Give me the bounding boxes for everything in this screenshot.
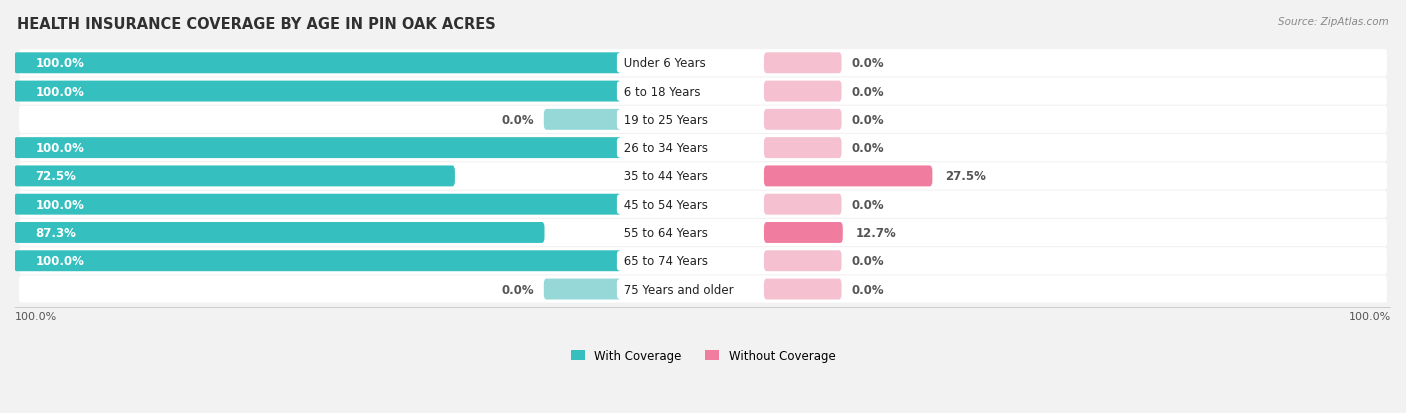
Text: 6 to 18 Years: 6 to 18 Years [620, 85, 704, 98]
Text: Source: ZipAtlas.com: Source: ZipAtlas.com [1278, 17, 1389, 26]
FancyBboxPatch shape [14, 194, 621, 215]
Text: 100.0%: 100.0% [35, 142, 84, 155]
Text: 12.7%: 12.7% [856, 226, 896, 240]
Text: 45 to 54 Years: 45 to 54 Years [620, 198, 711, 211]
FancyBboxPatch shape [20, 276, 1386, 303]
FancyBboxPatch shape [20, 78, 1386, 105]
Text: 27.5%: 27.5% [945, 170, 986, 183]
Text: 100.0%: 100.0% [35, 198, 84, 211]
Text: HEALTH INSURANCE COVERAGE BY AGE IN PIN OAK ACRES: HEALTH INSURANCE COVERAGE BY AGE IN PIN … [17, 17, 496, 31]
FancyBboxPatch shape [544, 109, 621, 131]
Text: 0.0%: 0.0% [852, 57, 884, 70]
Text: 19 to 25 Years: 19 to 25 Years [620, 114, 713, 126]
FancyBboxPatch shape [14, 138, 621, 159]
FancyBboxPatch shape [20, 107, 1386, 133]
Text: 0.0%: 0.0% [501, 114, 534, 126]
FancyBboxPatch shape [20, 50, 1386, 77]
FancyBboxPatch shape [763, 279, 842, 300]
Text: 87.3%: 87.3% [35, 226, 76, 240]
Text: 0.0%: 0.0% [852, 283, 884, 296]
Text: 55 to 64 Years: 55 to 64 Years [620, 226, 711, 240]
Text: 100.0%: 100.0% [35, 57, 84, 70]
FancyBboxPatch shape [14, 53, 621, 74]
Legend: With Coverage, Without Coverage: With Coverage, Without Coverage [565, 344, 841, 367]
Text: Under 6 Years: Under 6 Years [620, 57, 710, 70]
FancyBboxPatch shape [14, 166, 456, 187]
FancyBboxPatch shape [20, 135, 1386, 162]
Text: 0.0%: 0.0% [852, 198, 884, 211]
Text: 26 to 34 Years: 26 to 34 Years [620, 142, 713, 155]
FancyBboxPatch shape [20, 191, 1386, 218]
Text: 100.0%: 100.0% [35, 255, 84, 268]
Text: 35 to 44 Years: 35 to 44 Years [620, 170, 711, 183]
FancyBboxPatch shape [20, 247, 1386, 275]
Text: 72.5%: 72.5% [35, 170, 76, 183]
FancyBboxPatch shape [20, 219, 1386, 247]
Text: 100.0%: 100.0% [15, 311, 58, 321]
Text: 0.0%: 0.0% [852, 114, 884, 126]
FancyBboxPatch shape [14, 81, 621, 102]
Text: 65 to 74 Years: 65 to 74 Years [620, 255, 713, 268]
FancyBboxPatch shape [763, 81, 842, 102]
Text: 0.0%: 0.0% [852, 255, 884, 268]
FancyBboxPatch shape [544, 279, 621, 300]
FancyBboxPatch shape [20, 163, 1386, 190]
FancyBboxPatch shape [14, 223, 544, 243]
Text: 100.0%: 100.0% [1348, 311, 1391, 321]
FancyBboxPatch shape [763, 166, 932, 187]
Text: 0.0%: 0.0% [852, 85, 884, 98]
FancyBboxPatch shape [14, 251, 621, 272]
Text: 75 Years and older: 75 Years and older [620, 283, 738, 296]
FancyBboxPatch shape [763, 223, 842, 243]
Text: 0.0%: 0.0% [501, 283, 534, 296]
FancyBboxPatch shape [763, 53, 842, 74]
FancyBboxPatch shape [763, 194, 842, 215]
FancyBboxPatch shape [763, 251, 842, 272]
FancyBboxPatch shape [763, 138, 842, 159]
Text: 100.0%: 100.0% [35, 85, 84, 98]
Text: 0.0%: 0.0% [852, 142, 884, 155]
FancyBboxPatch shape [763, 109, 842, 131]
